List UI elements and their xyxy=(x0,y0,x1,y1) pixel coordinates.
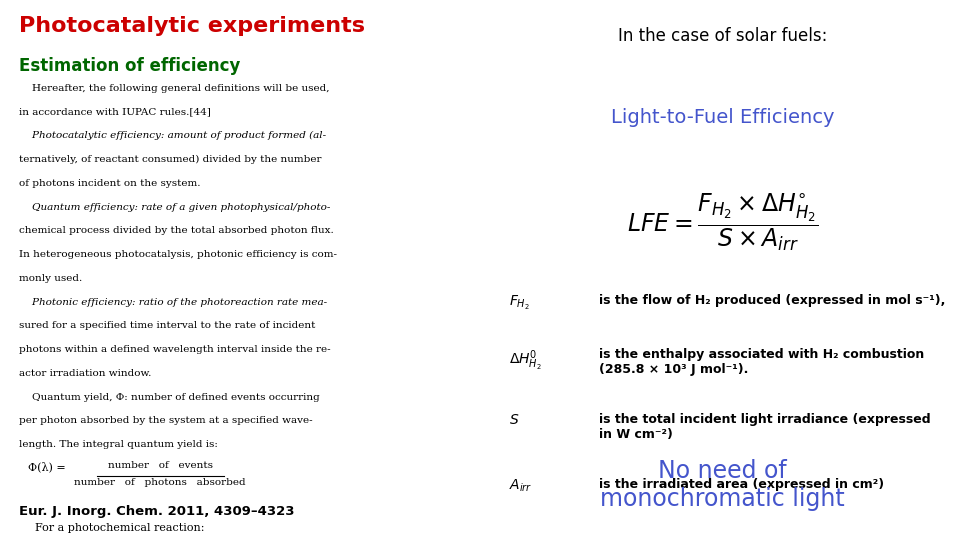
Text: ternatively, of reactant consumed) divided by the number: ternatively, of reactant consumed) divid… xyxy=(19,155,322,164)
Text: is the enthalpy associated with H₂ combustion
(285.8 × 10³ J mol⁻¹).: is the enthalpy associated with H₂ combu… xyxy=(599,348,924,376)
Text: $\Delta H^0_{H_2}$: $\Delta H^0_{H_2}$ xyxy=(509,348,541,373)
Text: Quantum yield, Φ: number of defined events occurring: Quantum yield, Φ: number of defined even… xyxy=(19,393,320,402)
Text: Estimation of efficiency: Estimation of efficiency xyxy=(19,57,240,75)
Text: is the total incident light irradiance (expressed
in W cm⁻²): is the total incident light irradiance (… xyxy=(599,413,930,441)
Text: number   of   events: number of events xyxy=(108,461,212,470)
Text: Photonic efficiency: ratio of the photoreaction rate mea-: Photonic efficiency: ratio of the photor… xyxy=(19,298,327,307)
Text: chemical process divided by the total absorbed photon flux.: chemical process divided by the total ab… xyxy=(19,226,334,235)
Text: actor irradiation window.: actor irradiation window. xyxy=(19,369,152,378)
Text: No need of
monochromatic light: No need of monochromatic light xyxy=(600,459,845,511)
Text: number   of   photons   absorbed: number of photons absorbed xyxy=(74,478,246,488)
Text: For a photochemical reaction:: For a photochemical reaction: xyxy=(36,523,205,534)
Text: In the case of solar fuels:: In the case of solar fuels: xyxy=(617,27,828,45)
Text: Eur. J. Inorg. Chem. 2011, 4309–4323: Eur. J. Inorg. Chem. 2011, 4309–4323 xyxy=(19,505,295,518)
Text: Hereafter, the following general definitions will be used,: Hereafter, the following general definit… xyxy=(19,84,329,93)
Text: $S$: $S$ xyxy=(509,413,519,427)
Text: is the flow of H₂ produced (expressed in mol s⁻¹),: is the flow of H₂ produced (expressed in… xyxy=(599,294,946,307)
Text: $F_{H_2}$: $F_{H_2}$ xyxy=(509,294,529,312)
Text: Photocatalytic experiments: Photocatalytic experiments xyxy=(19,16,365,36)
Text: sured for a specified time interval to the rate of incident: sured for a specified time interval to t… xyxy=(19,321,316,330)
Text: Photocatalytic efficiency: amount of product formed (al-: Photocatalytic efficiency: amount of pro… xyxy=(19,131,326,140)
Text: monly used.: monly used. xyxy=(19,274,83,283)
Text: is the irradiated area (expressed in cm²): is the irradiated area (expressed in cm²… xyxy=(599,478,884,491)
Text: in accordance with IUPAC rules.[44]: in accordance with IUPAC rules.[44] xyxy=(19,107,211,117)
Text: Light-to-Fuel Efficiency: Light-to-Fuel Efficiency xyxy=(611,108,834,127)
Text: photons within a defined wavelength interval inside the re-: photons within a defined wavelength inte… xyxy=(19,345,330,354)
Text: of photons incident on the system.: of photons incident on the system. xyxy=(19,179,201,188)
Text: per photon absorbed by the system at a specified wave-: per photon absorbed by the system at a s… xyxy=(19,416,313,426)
Text: $\mathit{LFE} = \dfrac{F_{H_2} \times \Delta H^{\circ}_{H_2}}{S \times A_{irr}}$: $\mathit{LFE} = \dfrac{F_{H_2} \times \D… xyxy=(627,192,818,253)
Text: In heterogeneous photocatalysis, photonic efficiency is com-: In heterogeneous photocatalysis, photoni… xyxy=(19,250,337,259)
Text: $A_{irr}$: $A_{irr}$ xyxy=(509,478,532,494)
Text: length. The integral quantum yield is:: length. The integral quantum yield is: xyxy=(19,440,218,449)
Text: Φ(λ) =: Φ(λ) = xyxy=(29,461,70,472)
Text: Quantum efficiency: rate of a given photophysical/photo-: Quantum efficiency: rate of a given phot… xyxy=(19,202,330,212)
